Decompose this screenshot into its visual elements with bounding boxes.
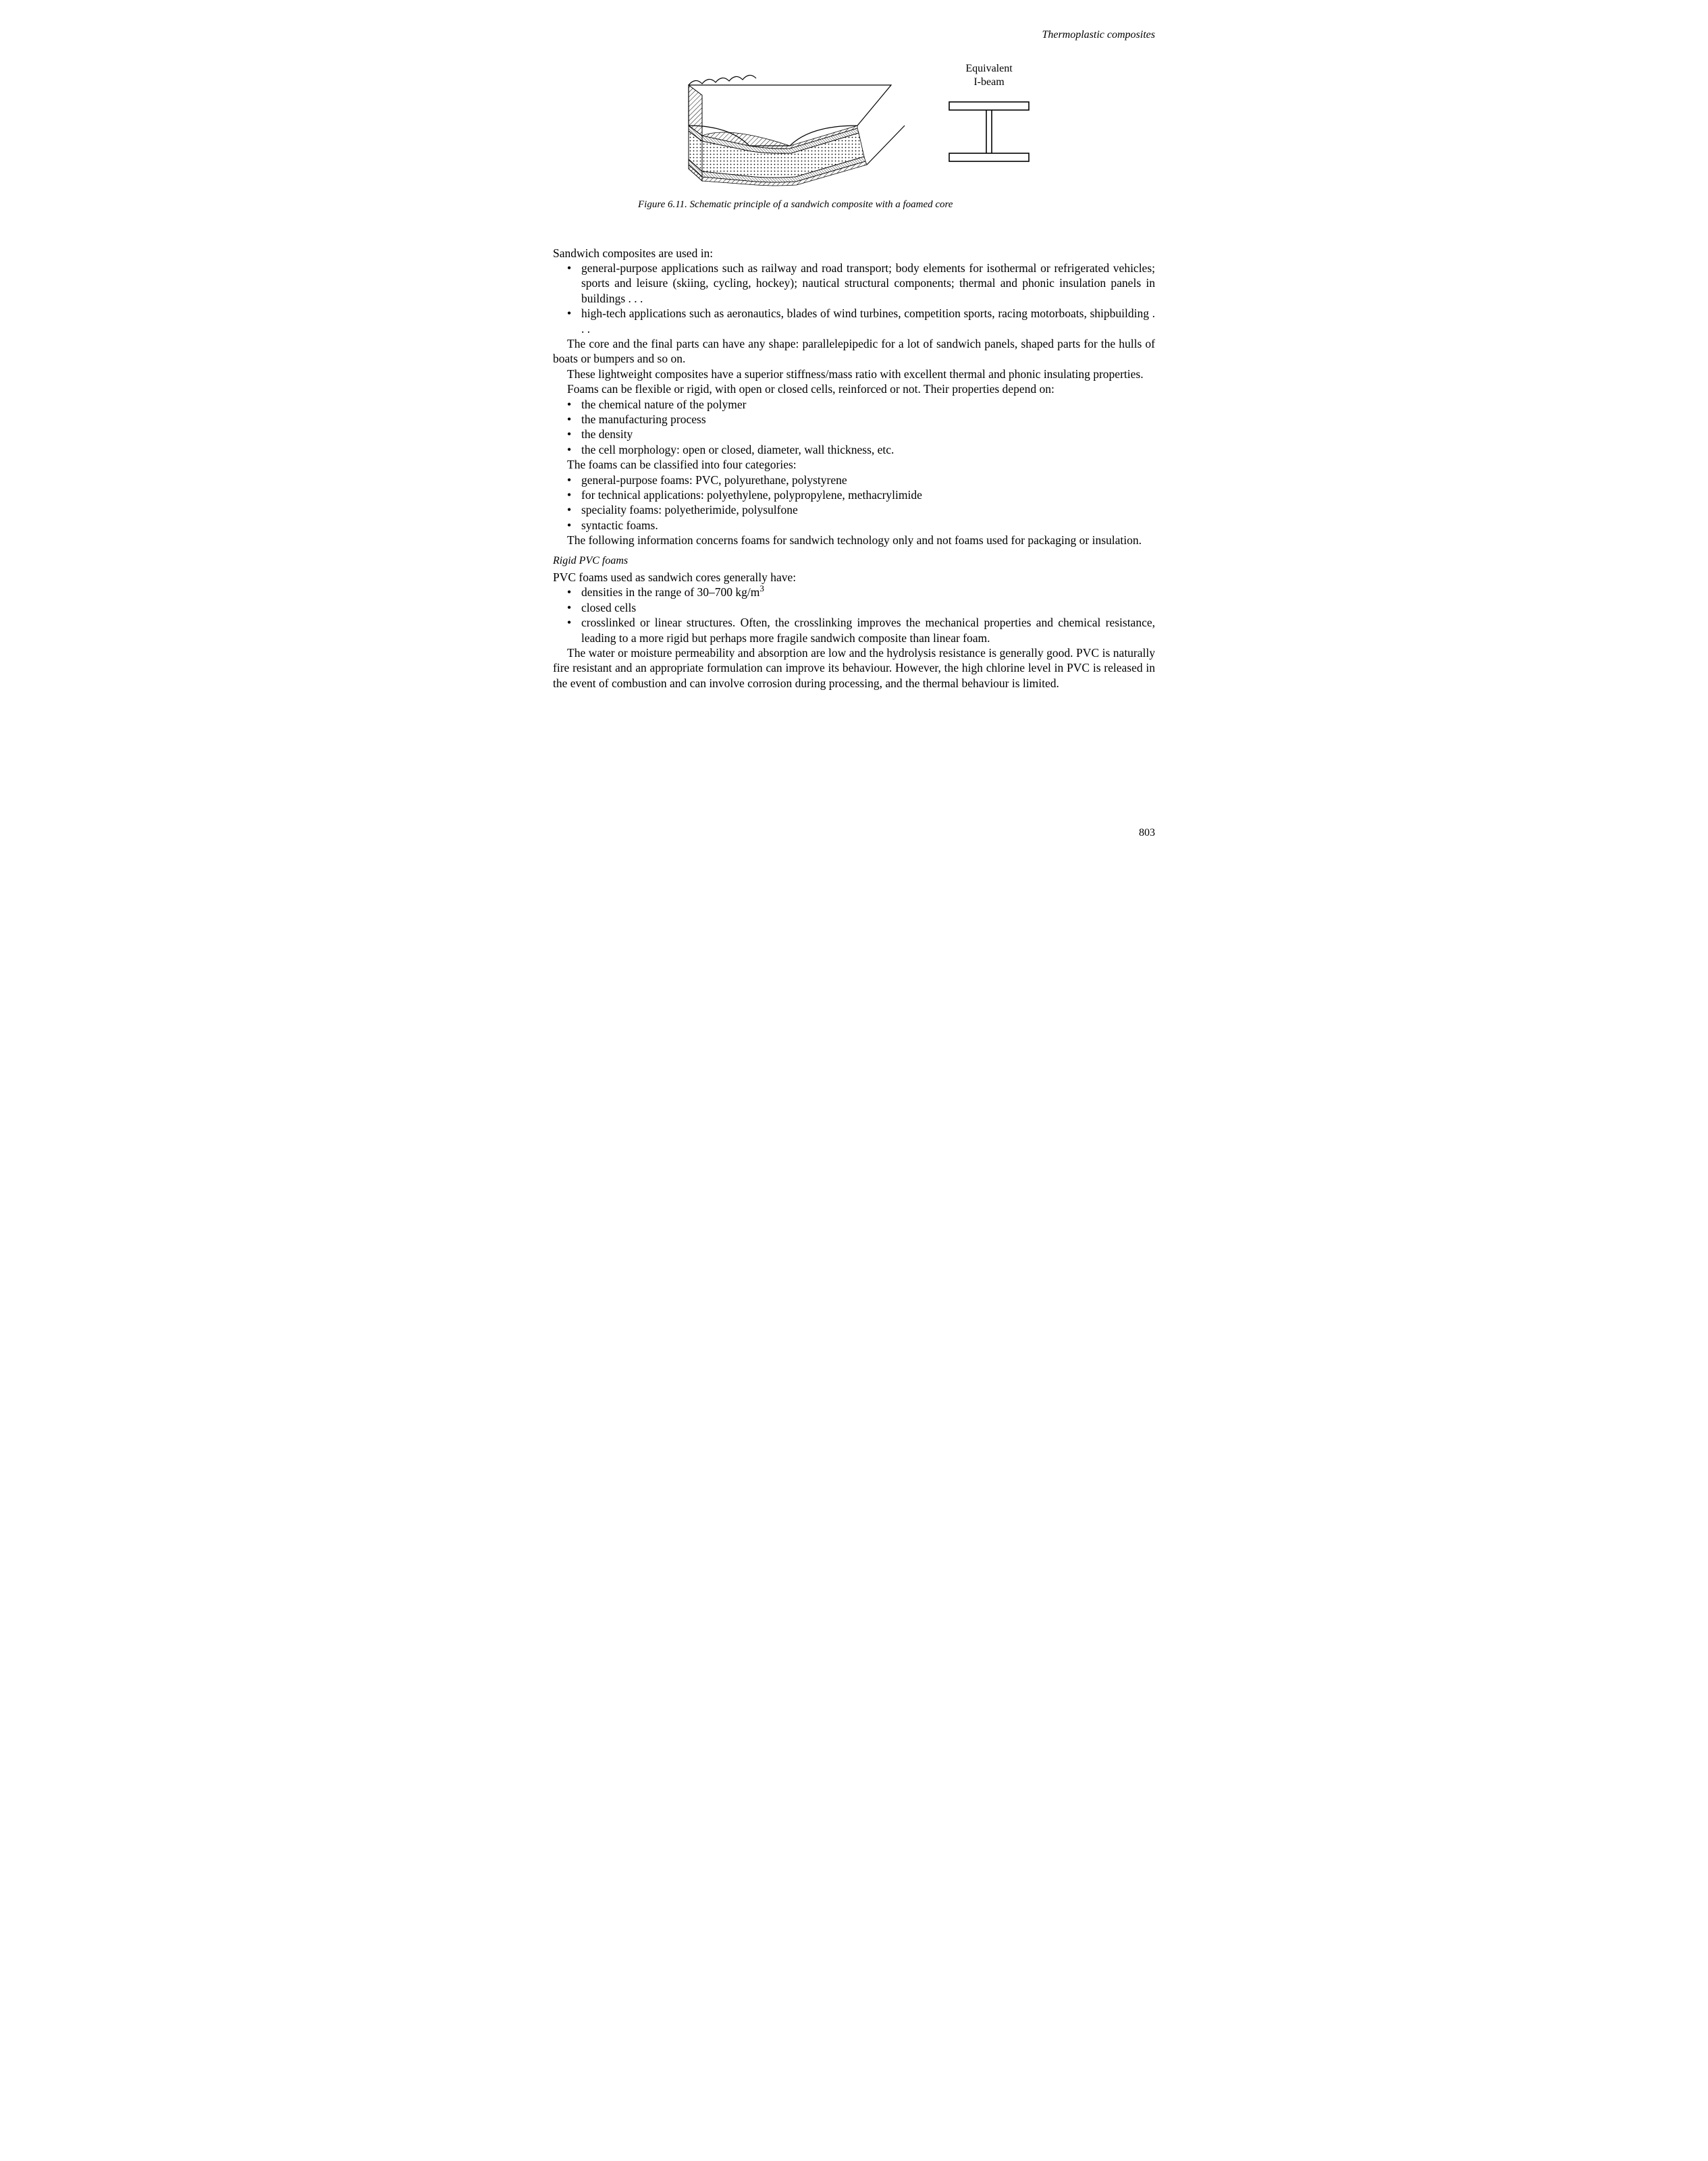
list-pvc-props: densities in the range of 30–700 kg/m3 c…: [553, 585, 1155, 645]
para-categories: The foams can be classified into four ca…: [553, 457, 1155, 472]
list-item: crosslinked or linear structures. Often,…: [581, 615, 1155, 645]
list-item: general-purpose applications such as rai…: [581, 261, 1155, 306]
para-intro-list1: Sandwich composites are used in:: [553, 246, 1155, 261]
para-pvc-water: The water or moisture permeability and a…: [553, 645, 1155, 691]
ibeam-label: Equivalent I-beam: [965, 62, 1012, 88]
sandwich-schematic: [675, 58, 918, 186]
superscript: 3: [759, 584, 764, 594]
list-item: the chemical nature of the polymer: [581, 397, 1155, 412]
ibeam-label-line2: I-beam: [973, 76, 1004, 88]
figure-block: Equivalent I-beam Figure 6.11. Schematic…: [638, 58, 1070, 211]
para-core-shapes: The core and the final parts can have an…: [553, 336, 1155, 367]
page-number: 803: [1139, 826, 1155, 840]
ibeam-icon: [945, 98, 1033, 165]
running-head: Thermoplastic composites: [553, 28, 1155, 42]
list-item: closed cells: [581, 600, 1155, 615]
figure-row: Equivalent I-beam: [638, 58, 1070, 186]
figure-caption: Figure 6.11. Schematic principle of a sa…: [638, 198, 1070, 211]
list-item: the manufacturing process: [581, 412, 1155, 427]
body-text: Sandwich composites are used in: general…: [553, 246, 1155, 691]
list-applications: general-purpose applications such as rai…: [553, 261, 1155, 336]
list-depend-on: the chemical nature of the polymer the m…: [553, 397, 1155, 458]
list-item: syntactic foams.: [581, 518, 1155, 533]
list-item: the density: [581, 427, 1155, 442]
list-item: high-tech applications such as aeronauti…: [581, 306, 1155, 336]
ibeam-label-line1: Equivalent: [965, 63, 1012, 74]
list-item: the cell morphology: open or closed, dia…: [581, 442, 1155, 457]
subhead-rigid-pvc: Rigid PVC foams: [553, 554, 1155, 568]
ibeam-column: Equivalent I-beam: [945, 58, 1033, 165]
list-item: densities in the range of 30–700 kg/m3: [581, 585, 1155, 599]
list-item: speciality foams: polyetherimide, polysu…: [581, 502, 1155, 517]
para-foams-depend: Foams can be flexible or rigid, with ope…: [553, 381, 1155, 396]
para-pvc-intro: PVC foams used as sandwich cores general…: [553, 570, 1155, 585]
list-categories: general-purpose foams: PVC, polyurethane…: [553, 473, 1155, 533]
list-item: general-purpose foams: PVC, polyurethane…: [581, 473, 1155, 487]
para-scope: The following information concerns foams…: [553, 533, 1155, 548]
list-item: for technical applications: polyethylene…: [581, 487, 1155, 502]
para-stiffness: These lightweight composites have a supe…: [553, 367, 1155, 381]
page: Thermoplastic composites: [512, 0, 1196, 864]
